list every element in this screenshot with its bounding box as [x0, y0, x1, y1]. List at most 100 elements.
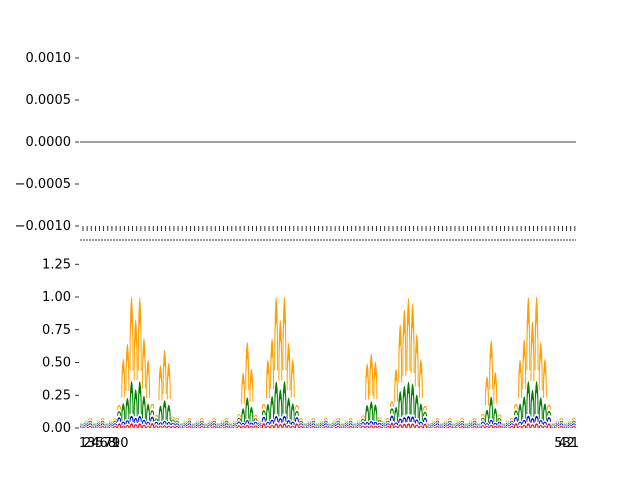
- logo-letter-g: [253, 418, 258, 421]
- logo-letter-a: [166, 362, 171, 400]
- logo-letter-t: [559, 426, 564, 428]
- logo-letter-c: [129, 415, 134, 422]
- bottom-y-tick-label: 0.50: [42, 356, 71, 371]
- logo-letter-g: [406, 381, 411, 415]
- logo-letter-c: [390, 415, 394, 421]
- logo-letter-a: [381, 420, 386, 423]
- logo-letter-c: [530, 418, 535, 423]
- logo-letter-a: [418, 359, 423, 398]
- logo-letter-a: [216, 423, 221, 425]
- bottom-x-tick-label: 7: [104, 436, 112, 451]
- logo-letter-a: [340, 423, 345, 425]
- bottom-x-tick-label: 3: [562, 436, 570, 451]
- logo-letter-a: [398, 324, 403, 383]
- logo-letter-t: [129, 423, 134, 428]
- logo-letter-g: [361, 418, 365, 422]
- logo-letter-a: [526, 296, 531, 371]
- logo-letter-a: [555, 420, 560, 423]
- logo-letter-g: [158, 405, 163, 422]
- logo-letter-a: [204, 423, 208, 425]
- logo-letter-c: [162, 420, 167, 425]
- logo-letter-t: [518, 425, 523, 428]
- logo-letter-t: [253, 425, 258, 428]
- logo-letter-a: [406, 298, 411, 371]
- logo-letter-c: [534, 415, 539, 422]
- logo-letter-g: [559, 420, 564, 423]
- logo-letter-g: [257, 422, 262, 425]
- logo-letter-g: [377, 419, 382, 423]
- logo-letter-a: [84, 420, 89, 423]
- logo-letter-a: [559, 418, 564, 421]
- logo-letter-a: [96, 420, 101, 423]
- logo-letter-c: [489, 419, 494, 424]
- logo-letter-a: [319, 420, 324, 423]
- top-axes-panel: −0.0010 −0.0005 0.0000 0.0005 0.0010: [15, 51, 576, 241]
- logo-letter-c: [460, 423, 465, 426]
- logo-letter-a: [100, 418, 105, 421]
- logo-letter-g: [526, 381, 531, 414]
- logo-letter-a: [551, 423, 556, 425]
- logo-letter-t: [84, 426, 89, 428]
- logo-letter-t: [447, 426, 452, 428]
- logo-letter-a: [505, 420, 510, 423]
- logo-letter-a: [237, 414, 241, 417]
- logo-letter-c: [195, 424, 200, 427]
- logo-letter-a: [373, 361, 378, 399]
- logo-letter-t: [80, 427, 84, 428]
- logo-letter-c: [191, 425, 196, 427]
- logo-letter-c: [514, 416, 518, 422]
- logo-letter-c: [125, 420, 130, 424]
- logo-letter-c: [559, 423, 564, 426]
- logo-letter-c: [100, 423, 105, 426]
- logo-letter-c: [571, 423, 576, 426]
- logo-letter-a: [352, 423, 357, 425]
- bottom-x-tick-label: 5: [554, 436, 562, 451]
- bottom-x-tick-label: 2: [83, 436, 91, 451]
- logo-letter-c: [154, 421, 159, 425]
- logo-letter-t: [410, 423, 415, 428]
- logo-letter-c: [253, 421, 258, 425]
- logo-letter-g: [381, 422, 386, 425]
- logo-letter-t: [551, 427, 556, 428]
- logo-letter-t: [427, 427, 432, 428]
- logo-letter-c: [228, 425, 233, 427]
- logo-letter-a: [121, 358, 126, 398]
- logo-letter-t: [505, 426, 510, 428]
- logo-letter-g: [555, 422, 560, 425]
- bottom-x-tick-label: 4: [558, 436, 566, 451]
- logo-letter-g: [551, 424, 556, 426]
- logo-letter-g: [352, 424, 357, 426]
- bottom-y-tick-label: 1.25: [42, 257, 71, 272]
- logo-letter-t: [299, 426, 303, 428]
- logo-letter-a: [356, 420, 361, 423]
- logo-letter-c: [340, 425, 345, 427]
- logo-letter-a: [547, 404, 551, 410]
- logo-letter-g: [162, 400, 167, 420]
- bottom-y-axis: 0.00 0.25 0.50 0.75 1.00 1.25: [42, 257, 79, 436]
- logo-letter-c: [509, 423, 514, 426]
- logo-letter-c: [522, 419, 527, 424]
- logo-letter-a: [427, 423, 432, 425]
- logo-letter-a: [431, 420, 436, 423]
- logo-letter-t: [249, 425, 254, 428]
- logo-letter-t: [183, 426, 188, 428]
- logo-letter-a: [497, 414, 502, 418]
- logo-letter-t: [398, 424, 403, 428]
- logo-letter-c: [92, 425, 97, 427]
- logo-letter-t: [191, 427, 196, 428]
- logo-letter-c: [104, 425, 109, 427]
- logo-letter-c: [505, 424, 510, 427]
- logo-letter-g: [274, 381, 279, 415]
- bottom-y-tick-label: 0.25: [42, 388, 71, 403]
- logo-letter-a: [270, 338, 275, 389]
- logo-letter-a: [129, 296, 134, 371]
- logo-letter-t: [96, 426, 101, 428]
- logo-letter-g: [443, 422, 448, 425]
- bottom-x-tick-label: 1: [79, 436, 87, 451]
- logo-letter-g: [137, 381, 142, 415]
- logo-letter-t: [142, 424, 146, 428]
- logo-letter-t: [274, 423, 279, 428]
- logo-letter-g: [100, 420, 105, 423]
- logo-letter-c: [150, 416, 155, 422]
